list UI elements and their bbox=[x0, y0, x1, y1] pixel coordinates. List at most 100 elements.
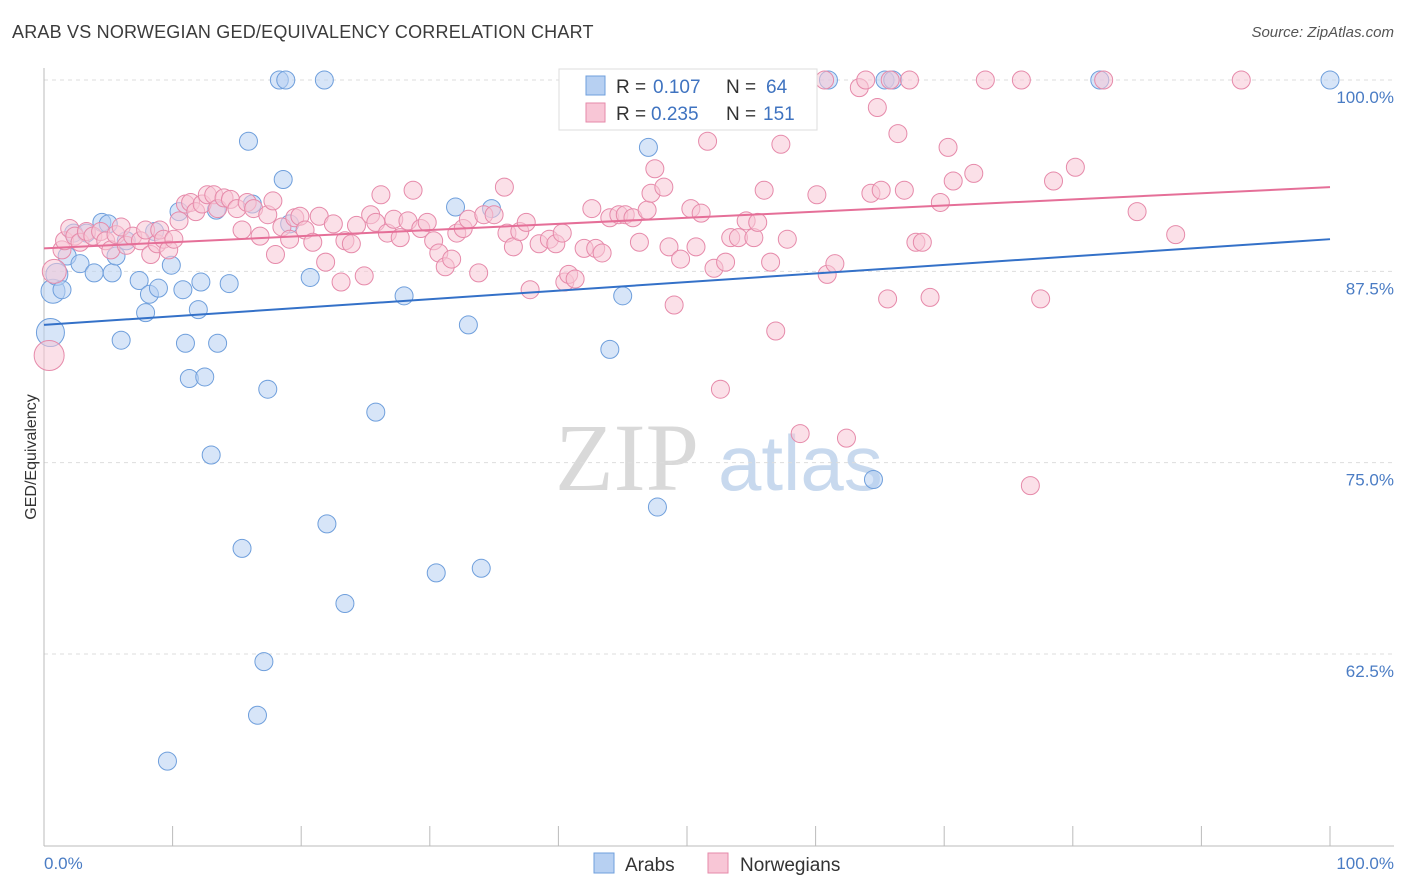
arab-point-11 bbox=[102, 263, 122, 283]
norwegian-point-110 bbox=[710, 379, 730, 399]
stats-legend-norwegian-swatch bbox=[585, 102, 606, 123]
norwegian-point-145 bbox=[975, 70, 995, 90]
watermark: ZIP atlas bbox=[555, 404, 883, 511]
arab-point-51 bbox=[458, 315, 478, 335]
norwegian-point-55 bbox=[354, 266, 374, 286]
arab-point-49 bbox=[426, 563, 446, 583]
norwegian-point-1 bbox=[41, 258, 67, 284]
arab-point-63 bbox=[1320, 70, 1340, 90]
arab-trend-line bbox=[43, 238, 1331, 326]
norwegian-point-136 bbox=[894, 180, 914, 200]
norwegian-point-121 bbox=[777, 229, 797, 249]
chart-title: ARAB VS NORWEGIAN GED/EQUIVALENCY CORREL… bbox=[12, 22, 594, 42]
norwegian-point-149 bbox=[1044, 171, 1064, 191]
arab-point-41 bbox=[276, 70, 296, 90]
norwegian-point-40 bbox=[263, 191, 283, 211]
stats-legend-r-label-1: R = bbox=[616, 77, 646, 98]
norwegian-point-131 bbox=[867, 98, 887, 118]
norwegian-point-127 bbox=[836, 428, 856, 448]
stats-legend-r-value-2: 0.235 bbox=[651, 104, 699, 125]
norwegian-point-146 bbox=[1011, 70, 1031, 90]
norwegian-point-153 bbox=[1166, 225, 1186, 245]
norwegian-point-148 bbox=[1031, 289, 1051, 309]
arab-point-37 bbox=[254, 652, 274, 672]
arab-point-36 bbox=[247, 705, 267, 725]
arab-point-27 bbox=[191, 272, 211, 292]
norwegian-point-90 bbox=[582, 199, 602, 219]
arab-point-47 bbox=[366, 402, 386, 422]
norwegian-point-85 bbox=[552, 223, 572, 243]
arab-point-33 bbox=[232, 538, 252, 558]
norwegian-point-38 bbox=[250, 226, 270, 246]
norwegian-point-137 bbox=[899, 70, 919, 90]
norwegian-point-75 bbox=[484, 205, 504, 225]
watermark-zip: ZIP bbox=[555, 404, 699, 511]
arab-point-52 bbox=[471, 558, 491, 578]
norwegian-point-73 bbox=[469, 263, 489, 283]
norwegian-point-106 bbox=[686, 237, 706, 257]
norwegian-point-139 bbox=[912, 232, 932, 252]
arab-point-31 bbox=[208, 333, 228, 353]
norwegian-point-103 bbox=[664, 295, 684, 315]
norwegian-point-80 bbox=[516, 212, 536, 232]
norwegian-point-107 bbox=[691, 203, 711, 223]
norwegian-point-129 bbox=[856, 70, 876, 90]
x-tick-label-min: 0.0% bbox=[44, 854, 83, 873]
norwegian-point-144 bbox=[964, 163, 984, 183]
norwegian-point-140 bbox=[920, 287, 940, 307]
norwegian-point-23 bbox=[164, 229, 184, 249]
arab-point-8 bbox=[84, 263, 104, 283]
norwegian-point-147 bbox=[1020, 476, 1040, 496]
arab-point-50 bbox=[446, 197, 466, 217]
norwegian-point-49 bbox=[316, 252, 336, 272]
series-legend: Arabs Norwegians bbox=[593, 852, 840, 876]
arab-point-28 bbox=[195, 367, 215, 387]
norwegian-point-98 bbox=[637, 200, 657, 220]
norwegian-point-117 bbox=[754, 180, 774, 200]
arab-point-6 bbox=[70, 254, 90, 274]
arab-point-43 bbox=[300, 267, 320, 287]
norwegian-point-58 bbox=[371, 185, 391, 205]
norwegian-point-154 bbox=[1231, 70, 1251, 90]
norwegian-point-152 bbox=[1127, 202, 1147, 222]
norwegian-trend-line bbox=[43, 186, 1331, 250]
arab-point-45 bbox=[317, 514, 337, 534]
arab-point-40 bbox=[273, 169, 293, 189]
norwegian-point-24 bbox=[169, 211, 189, 231]
norwegian-point-108 bbox=[698, 131, 718, 151]
arab-point-56 bbox=[638, 137, 658, 157]
arab-point-54 bbox=[600, 339, 620, 359]
norwegian-point-50 bbox=[323, 214, 343, 234]
stats-legend-n-value-2: 151 bbox=[763, 104, 795, 125]
norwegian-point-133 bbox=[878, 289, 898, 309]
y-tick-label-2: 75.0% bbox=[1346, 471, 1394, 490]
arab-point-29 bbox=[201, 445, 221, 465]
arab-point-57 bbox=[647, 497, 667, 517]
norwegian-point-132 bbox=[871, 180, 891, 200]
norwegian-point-69 bbox=[442, 249, 462, 269]
norwegian-point-92 bbox=[592, 243, 612, 263]
arab-point-46 bbox=[335, 593, 355, 613]
stats-legend-n-label-2: N = bbox=[726, 104, 756, 125]
norwegian-point-88 bbox=[565, 269, 585, 289]
norwegian-point-47 bbox=[303, 232, 323, 252]
legend-norwegians-swatch bbox=[707, 852, 729, 874]
arab-point-44 bbox=[314, 70, 334, 90]
norwegian-point-142 bbox=[938, 137, 958, 157]
norwegian-point-100 bbox=[645, 159, 665, 179]
arab-point-38 bbox=[258, 379, 278, 399]
norwegian-point-111 bbox=[716, 252, 736, 272]
stats-legend-r-value-1: 0.107 bbox=[653, 77, 701, 98]
x-tick-label-max: 100.0% bbox=[1336, 854, 1394, 873]
legend-arabs-label: Arabs bbox=[625, 855, 675, 876]
arab-point-23 bbox=[173, 280, 193, 300]
norwegian-point-135 bbox=[888, 124, 908, 144]
norwegian-point-150 bbox=[1065, 157, 1085, 177]
stats-legend-r-label-2: R = bbox=[616, 104, 646, 125]
norwegian-point-65 bbox=[417, 212, 437, 232]
norwegian-point-143 bbox=[943, 171, 963, 191]
arab-point-32 bbox=[219, 274, 239, 294]
norwegian-point-118 bbox=[761, 252, 781, 272]
norwegian-point-0 bbox=[33, 340, 65, 372]
